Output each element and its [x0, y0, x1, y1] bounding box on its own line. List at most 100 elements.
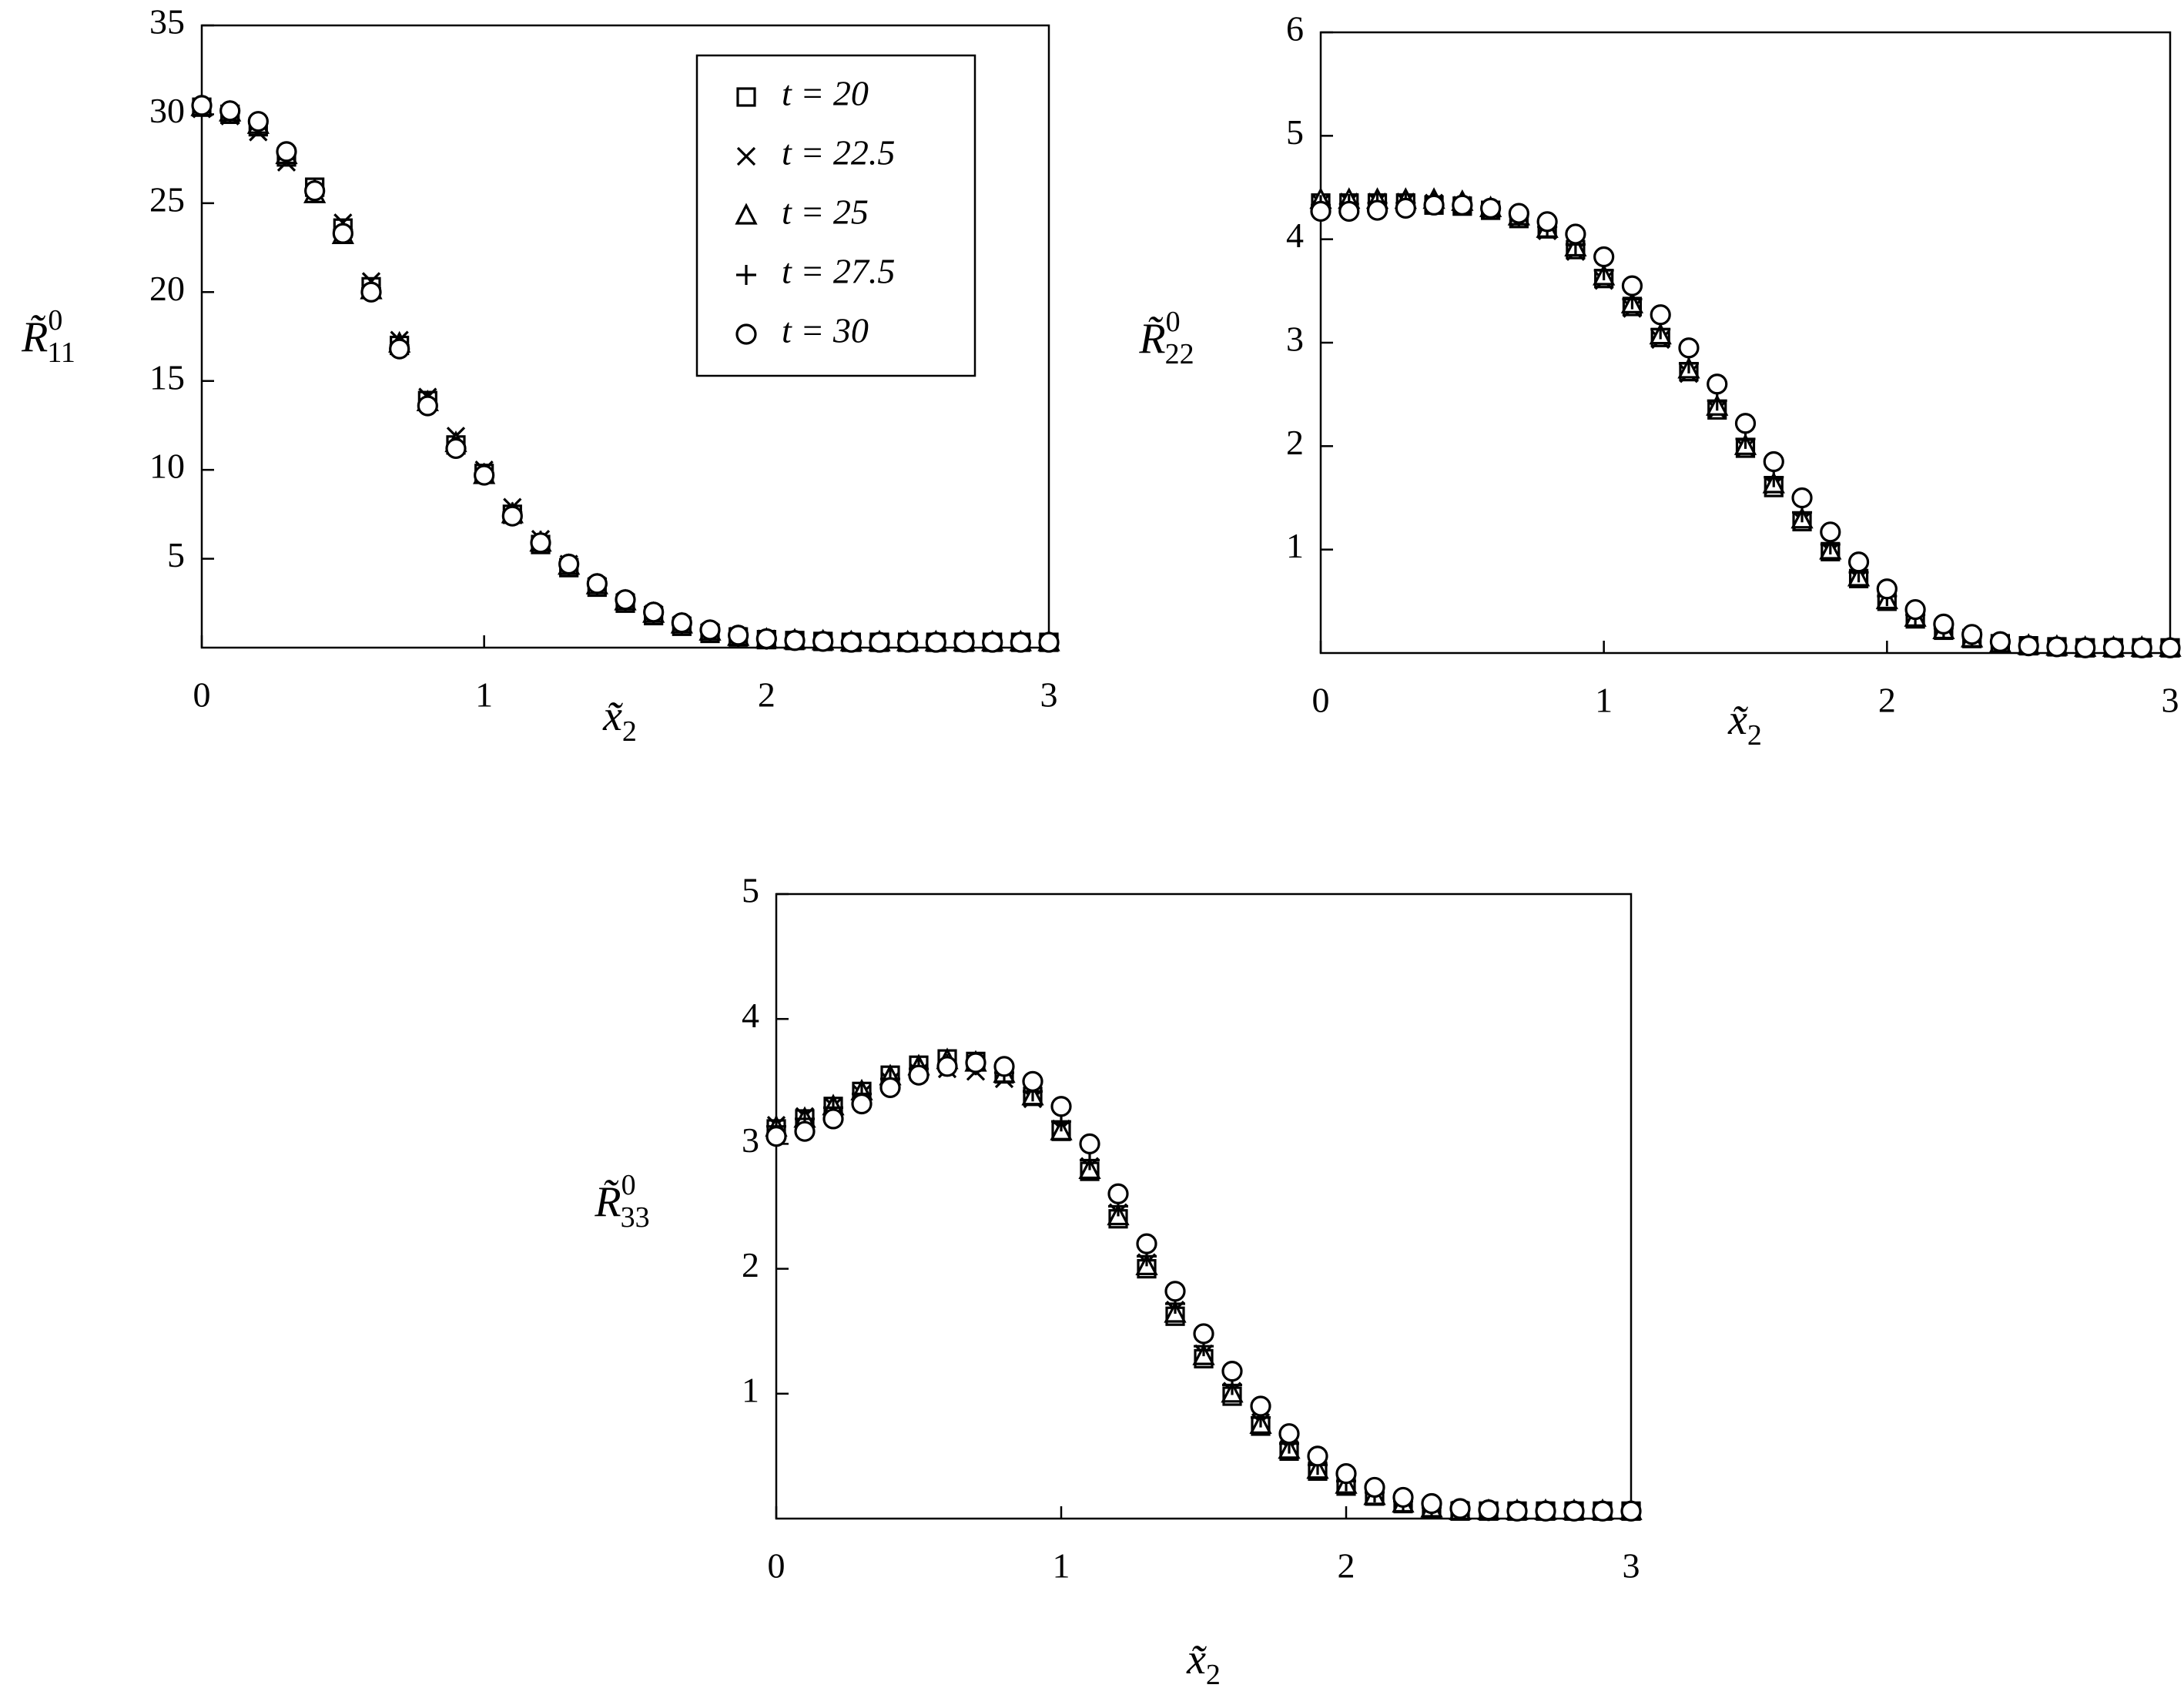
y-tick-label: 5 — [1286, 112, 1304, 152]
x-axis-label: x̃2 — [1186, 1636, 1221, 1688]
circle-marker — [784, 630, 806, 651]
circle-marker — [1734, 413, 1757, 434]
legend-marker — [736, 87, 756, 107]
circle-marker — [812, 631, 834, 652]
circle-marker — [2046, 636, 2068, 658]
circle-marker — [765, 1126, 787, 1147]
circle-marker — [965, 1052, 986, 1073]
circle-marker — [1989, 631, 2011, 652]
circle-marker — [1536, 211, 1558, 233]
circle-marker — [530, 532, 551, 554]
y-tick-label: 2 — [742, 1245, 759, 1284]
circle-marker — [2075, 637, 2096, 658]
y-tick-label: 6 — [1286, 9, 1304, 49]
y-tick-label: 3 — [742, 1120, 759, 1160]
y-axis-label: R̃0 33 — [594, 1169, 649, 1234]
x-axis-label-sub: 2 — [1747, 719, 1762, 752]
circle-marker — [1221, 1361, 1243, 1382]
circle-marker — [1423, 194, 1445, 216]
circle-marker — [1650, 304, 1671, 326]
circle-marker — [276, 141, 297, 162]
series — [191, 95, 1060, 653]
plot-frame — [1319, 31, 2172, 655]
plot-frame — [200, 24, 1050, 649]
circle-marker — [1164, 1281, 1186, 1302]
circle-marker — [1876, 578, 1898, 600]
legend-marker — [736, 146, 756, 166]
y-tick-label: 5 — [167, 535, 185, 574]
y-tick-label: 10 — [149, 447, 185, 486]
circle-marker — [586, 573, 608, 594]
x-tick-label: 1 — [1595, 681, 1613, 720]
y-axis-label-sup: 0 — [621, 1169, 636, 1201]
circle-marker — [1506, 1500, 1528, 1522]
legend-label: t = 20 — [782, 74, 869, 113]
legend-label: t = 25 — [782, 193, 869, 232]
y-tick-label: 3 — [1286, 320, 1304, 359]
legend-label: t = 27.5 — [782, 252, 895, 291]
circle-marker — [879, 1077, 901, 1099]
legend-label: t = 30 — [782, 311, 869, 350]
circle-marker — [474, 464, 495, 486]
circle-marker — [247, 111, 269, 132]
circle-marker — [1933, 613, 1955, 635]
y-tick-label: 5 — [742, 871, 759, 910]
circle-marker — [1395, 197, 1416, 219]
y-tick-label: 30 — [149, 91, 185, 130]
circle-marker — [1364, 1476, 1385, 1499]
series — [765, 1047, 1643, 1520]
circle-marker — [1193, 1323, 1214, 1345]
circle-marker — [219, 100, 241, 122]
x-tick-label: 0 — [1312, 681, 1330, 720]
circle-marker — [1961, 624, 1983, 645]
circle-marker — [1107, 1183, 1129, 1204]
circle-marker — [1791, 487, 1813, 509]
circle-marker — [1565, 223, 1586, 245]
circle-marker — [982, 631, 1003, 653]
circle-marker — [417, 395, 438, 417]
x-axis-label-base: x̃ — [1186, 1636, 1208, 1683]
y-axis-label-base: R̃ — [1138, 315, 1165, 363]
circle-marker — [1278, 1423, 1300, 1445]
y-tick-label: 1 — [1286, 526, 1304, 565]
legend-label: t = 22.5 — [782, 133, 895, 172]
y-tick-label: 20 — [149, 269, 185, 308]
x-tick-label: 0 — [768, 1546, 786, 1586]
y-tick-label: 2 — [1286, 423, 1304, 462]
circle-marker — [1449, 1498, 1471, 1519]
circle-marker — [936, 1056, 958, 1077]
circle-marker — [1079, 1133, 1100, 1155]
y-tick-label: 35 — [149, 2, 185, 42]
y-tick-label: 15 — [149, 357, 185, 397]
y-tick-label: 1 — [742, 1370, 759, 1409]
circle-marker — [699, 619, 721, 641]
circle-marker — [851, 1093, 873, 1115]
plot-frame — [775, 893, 1633, 1520]
circle-marker — [1307, 1445, 1328, 1467]
circle-marker — [1763, 450, 1784, 473]
series — [766, 1049, 1641, 1521]
circle-marker — [822, 1108, 844, 1130]
x-axis-label-base: x̃ — [602, 692, 624, 740]
y-axis-label-base: R̃ — [594, 1178, 621, 1226]
x-axis-label: x̃2 — [602, 692, 637, 748]
x-axis-label-sub: 2 — [1206, 1659, 1221, 1688]
series — [766, 1059, 1641, 1521]
circle-marker — [794, 1120, 816, 1142]
circle-marker — [191, 95, 213, 116]
y-axis-label: R̃0 22 — [1138, 306, 1194, 370]
series — [765, 1052, 1642, 1522]
circle-marker — [2131, 637, 2152, 658]
x-axis-label-sub: 2 — [622, 715, 637, 748]
circle-marker — [1022, 1070, 1043, 1092]
circle-marker — [897, 631, 919, 653]
circle-marker — [558, 553, 580, 575]
circle-marker — [1010, 631, 1031, 653]
circle-marker — [1535, 1500, 1556, 1522]
circle-marker — [1479, 197, 1502, 219]
circle-marker — [445, 437, 467, 460]
series — [766, 1053, 1641, 1522]
series — [1310, 194, 2181, 658]
